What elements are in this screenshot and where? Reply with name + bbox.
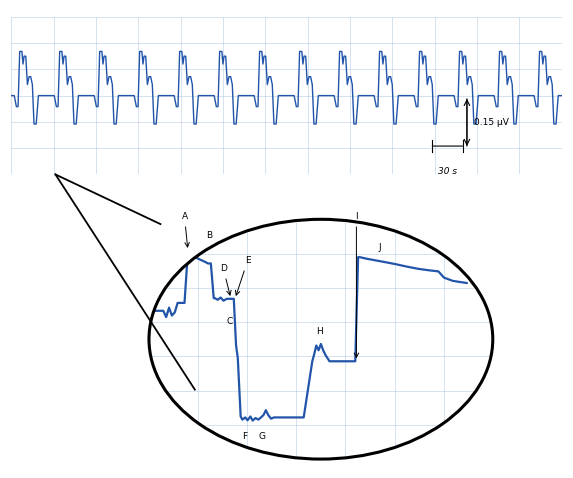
Text: 30 s: 30 s	[438, 167, 457, 175]
Text: G: G	[259, 432, 266, 441]
Text: H: H	[316, 327, 323, 336]
Text: 0.15 μV: 0.15 μV	[473, 118, 508, 127]
Text: J: J	[378, 243, 381, 252]
Text: I: I	[354, 212, 359, 358]
Text: A: A	[182, 212, 189, 247]
Text: D: D	[220, 264, 231, 295]
Text: F: F	[242, 432, 247, 441]
Text: E: E	[236, 257, 250, 295]
Text: C: C	[226, 317, 232, 326]
Text: B: B	[206, 230, 213, 239]
